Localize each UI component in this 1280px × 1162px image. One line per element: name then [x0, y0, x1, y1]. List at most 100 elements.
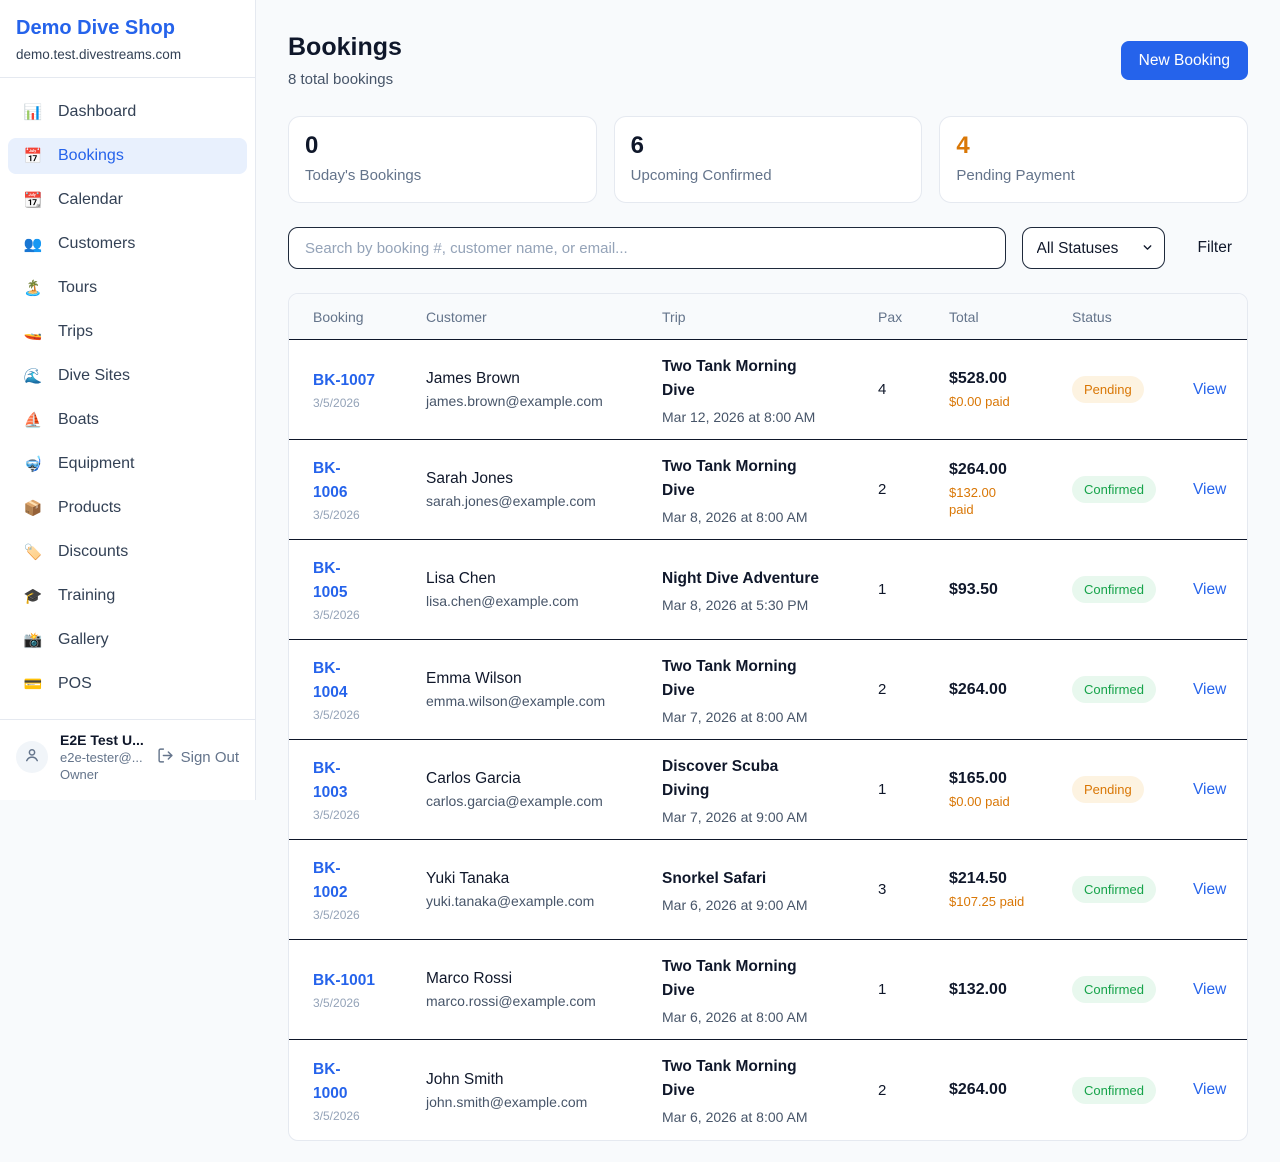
sidebar-item-tours[interactable]: 🏝️ Tours: [8, 270, 247, 306]
filter-button[interactable]: Filter: [1197, 239, 1232, 256]
sidebar-item-pos[interactable]: 💳 POS: [8, 666, 247, 702]
people-icon: 👥: [23, 236, 43, 253]
sidebar-item-dashboard[interactable]: 📊 Dashboard: [8, 94, 247, 130]
booking-id-link[interactable]: BK-1001: [313, 972, 376, 989]
status-cell: Pending: [1072, 376, 1193, 403]
status-cell: Confirmed: [1072, 576, 1193, 603]
search-input[interactable]: [288, 227, 1006, 269]
total-cell: $264.00 $132.00 paid: [949, 461, 1072, 518]
sidebar-item-bookings[interactable]: 📅 Bookings: [8, 138, 247, 174]
bookings-table: Booking Customer Trip Pax Total Status BK-100…: [288, 293, 1248, 1141]
pax-cell: 4: [878, 381, 887, 398]
table-row: BK- 1005 3/5/2026 Lisa Chen lisa.chen@exampl…: [289, 540, 1247, 640]
trip-datetime: Mar 6, 2026 at 8:00 AM: [662, 1008, 808, 1025]
view-link[interactable]: View: [1193, 780, 1227, 798]
wave-icon: 🌊: [23, 368, 43, 385]
package-icon: 📦: [23, 500, 43, 517]
booking-cell: BK- 1004 3/5/2026: [289, 657, 426, 722]
sidebar-item-label: Bookings: [58, 147, 124, 164]
user-email: e2e-tester@...: [60, 750, 143, 765]
trip-cell: Two Tank Morning Dive Mar 6, 2026 at 8:00 …: [662, 1055, 878, 1125]
status-filter-select[interactable]: All Statuses: [1021, 227, 1165, 269]
view-link[interactable]: View: [1193, 1081, 1227, 1098]
status-badge: Confirmed: [1072, 576, 1156, 603]
sidebar-item-equipment[interactable]: 🤿 Equipment: [8, 446, 247, 482]
trip-title: Two Tank Morning Dive: [662, 1058, 797, 1099]
trip-datetime: Mar 6, 2026 at 9:00 AM: [662, 896, 808, 913]
stat-label: Upcoming Confirmed: [630, 167, 772, 184]
sidebar-item-customers[interactable]: 👥 Customers: [8, 226, 247, 262]
status-badge: Confirmed: [1072, 676, 1156, 703]
booking-date: 3/5/2026: [313, 996, 360, 1010]
view-link[interactable]: View: [1193, 980, 1227, 998]
column-header: Status: [1072, 308, 1112, 325]
sidebar-item-label: Training: [58, 587, 116, 604]
sidebar-item-gallery[interactable]: 📸 Gallery: [8, 622, 247, 658]
customer-cell: James Brown james.brown@example.com: [426, 370, 662, 409]
booking-cell: BK- 1006 3/5/2026: [289, 457, 426, 522]
view-link[interactable]: View: [1193, 880, 1227, 898]
actions-cell: View: [1193, 981, 1247, 999]
trip-datetime: Mar 7, 2026 at 9:00 AM: [662, 808, 808, 825]
view-link[interactable]: View: [1193, 580, 1227, 598]
customer-cell: John Smith john.smith@example.com: [426, 1071, 662, 1110]
total-amount: $264.00: [949, 680, 1007, 698]
column-header: Total: [949, 308, 979, 325]
amount-paid: $107.25 paid: [949, 893, 1025, 909]
sidebar-item-trips[interactable]: 🚤 Trips: [8, 314, 247, 350]
view-link[interactable]: View: [1193, 480, 1227, 498]
total-amount: $264.00: [949, 461, 1007, 478]
customer-cell: Emma Wilson emma.wilson@example.com: [426, 670, 662, 709]
sidebar-item-boats[interactable]: ⛵ Boats: [8, 402, 247, 438]
booking-cell: BK- 1002 3/5/2026: [289, 857, 426, 922]
table-row: BK- 1003 3/5/2026 Carlos Garcia carlos.garci…: [289, 740, 1247, 840]
user-section: E2E Test U... e2e-tester@... Owner Sign …: [0, 719, 255, 800]
sidebar-item-products[interactable]: 📦 Products: [8, 490, 247, 526]
sidebar-nav: 📊 Dashboard 📅 Bookings 📆 Calendar 👥 Customers 🏝️…: [0, 78, 255, 726]
trip-cell: Two Tank Morning Dive Mar 7, 2026 at 8:00 …: [662, 655, 878, 725]
booking-id-link[interactable]: BK- 1006: [313, 460, 348, 501]
stat-value: 0: [305, 132, 319, 159]
booking-id-link[interactable]: BK- 1005: [313, 560, 348, 601]
customer-email: sarah.jones@example.com: [426, 493, 596, 509]
booking-id-link[interactable]: BK-1007: [313, 372, 376, 389]
sign-out-label: Sign Out: [180, 748, 239, 766]
user-role: Owner: [60, 767, 99, 782]
sailboat-icon: ⛵: [23, 412, 43, 429]
diving-mask-icon: 🤿: [23, 456, 43, 473]
booking-cell: BK- 1003 3/5/2026: [289, 757, 426, 822]
view-link[interactable]: View: [1193, 380, 1227, 398]
booking-date: 3/5/2026: [313, 908, 360, 922]
filter-row: All Statuses Filter: [288, 227, 1248, 269]
status-filter-wrap: All Statuses: [1021, 227, 1165, 269]
shop-domain: demo.test.divestreams.com: [16, 47, 182, 62]
column-header: Pax: [878, 308, 903, 325]
customer-email: emma.wilson@example.com: [426, 693, 606, 709]
user-name: E2E Test U...: [60, 732, 144, 748]
booking-id-link[interactable]: BK- 1000: [313, 1060, 348, 1102]
trip-cell: Discover Scuba Diving Mar 7, 2026 at 9:00 …: [662, 755, 878, 825]
total-amount: $165.00: [949, 769, 1007, 787]
booking-id-link[interactable]: BK- 1004: [313, 660, 348, 701]
stats-row: 0 Today's Bookings 6 Upcoming Confirmed 4 Pen…: [288, 116, 1249, 203]
booking-id-link[interactable]: BK- 1003: [313, 760, 348, 801]
total-cell: $264.00: [949, 1081, 1072, 1099]
sidebar-item-dive-sites[interactable]: 🌊 Dive Sites: [8, 358, 247, 394]
booking-id-link[interactable]: BK- 1002: [313, 860, 348, 901]
customer-email: john.smith@example.com: [426, 1093, 588, 1110]
new-booking-button[interactable]: New Booking: [1120, 41, 1248, 80]
total-amount: $132.00: [949, 980, 1007, 998]
customer-name: Yuki Tanaka: [426, 870, 510, 887]
sidebar-item-calendar[interactable]: 📆 Calendar: [8, 182, 247, 218]
actions-cell: View: [1193, 581, 1247, 599]
person-icon: [23, 746, 41, 769]
shop-name: Demo Dive Shop: [16, 17, 175, 39]
column-header: Customer: [426, 308, 487, 325]
brand-block: Demo Dive Shop demo.test.divestreams.com: [0, 0, 255, 78]
view-link[interactable]: View: [1193, 680, 1227, 698]
trip-datetime: Mar 6, 2026 at 8:00 AM: [662, 1109, 808, 1125]
sign-out-button[interactable]: Sign Out: [157, 747, 239, 768]
status-cell: Pending: [1072, 776, 1193, 803]
sidebar-item-discounts[interactable]: 🏷️ Discounts: [8, 534, 247, 570]
sidebar-item-training[interactable]: 🎓 Training: [8, 578, 247, 614]
